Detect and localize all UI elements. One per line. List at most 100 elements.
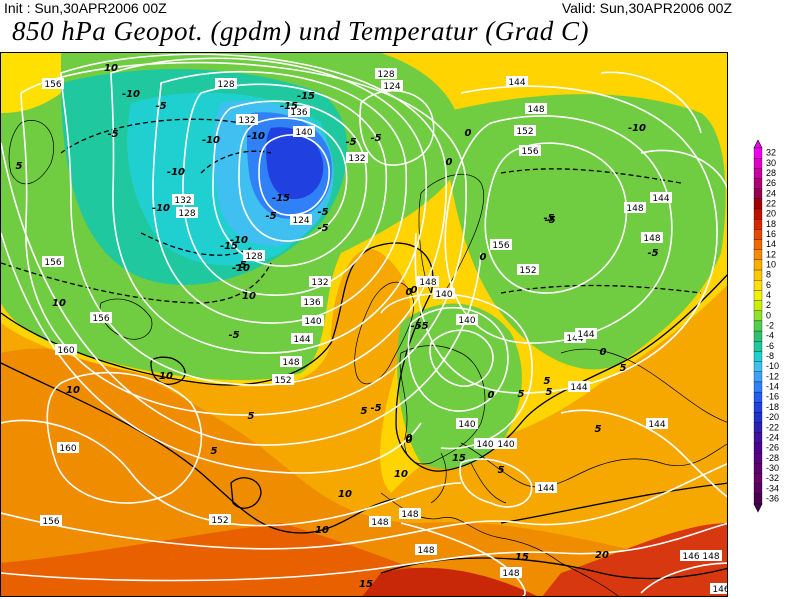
colorbar-label: -18 (766, 402, 779, 412)
height-label: 140 (435, 290, 452, 300)
height-label: 160 (57, 346, 74, 356)
height-label: 156 (42, 517, 59, 527)
colorbar-label: 32 (766, 148, 776, 158)
temperature-label: -10 (232, 263, 250, 274)
height-label: 148 (527, 105, 544, 115)
colorbar-label: -28 (766, 453, 779, 463)
temperature-label: 5 (518, 389, 525, 400)
colorbar-label: 2 (766, 300, 771, 310)
height-label-bg (57, 442, 79, 453)
height-label-bg (519, 145, 541, 156)
height-label-bg (506, 76, 528, 87)
colorbar-swatch (753, 463, 763, 474)
height-label: 144 (652, 194, 669, 204)
height-label-bg (646, 418, 668, 429)
colorbar-swatch (753, 249, 763, 261)
height-label-bg (500, 567, 522, 578)
temperature-label: 0 (411, 285, 418, 296)
colorbar-label: 24 (766, 188, 776, 198)
colorbar-swatch (753, 432, 763, 444)
temperature-label: -5 (543, 213, 554, 224)
height-label-bg (369, 516, 391, 527)
colorbar-label: 26 (766, 178, 776, 188)
temperature-label: 0 (480, 252, 487, 263)
height-label: 156 (492, 241, 509, 251)
temperature-label: -10 (152, 203, 170, 214)
temperature-label: -10 (122, 89, 140, 100)
height-label: 148 (643, 234, 660, 244)
height-label: 148 (626, 204, 643, 214)
colorbar-label: -20 (766, 412, 779, 422)
colorbar-swatch (753, 442, 763, 454)
temperature-label: 0 (465, 128, 472, 139)
height-label-bg (290, 214, 312, 225)
height-label-bg (301, 296, 323, 307)
height-label-bg (90, 312, 112, 323)
colorbar-label: -2 (766, 321, 774, 331)
colorbar-swatch (753, 280, 763, 291)
height-label: 140 (476, 440, 493, 450)
temperature-label: 10 (338, 489, 352, 500)
colorbar-swatch (753, 361, 763, 372)
colorbar-swatch (753, 422, 763, 433)
height-label-bg (490, 239, 512, 250)
geopotential-contours (1, 53, 727, 596)
temperature-label: -10 (167, 167, 185, 178)
colorbar-swatch (753, 198, 763, 210)
colorbar-label: -10 (766, 361, 779, 371)
height-label-bg (280, 356, 302, 367)
colorbar-label: 4 (766, 290, 771, 300)
height-label-bg (517, 264, 539, 275)
height-label: 140 (295, 128, 312, 138)
height-label-bg (495, 438, 517, 449)
height-label: 144 (508, 78, 525, 88)
height-label: 144 (570, 383, 587, 393)
colorbar-swatch (753, 158, 763, 169)
height-label: 152 (516, 127, 533, 137)
temperature-label: -5 (317, 223, 328, 234)
height-label-bg (456, 314, 478, 325)
height-label: 144 (577, 330, 594, 340)
height-label-bg (535, 482, 557, 493)
height-label: 132 (238, 116, 255, 126)
colorbar-swatch (753, 290, 763, 301)
height-label: 148 (401, 510, 418, 520)
height-label-bg (42, 78, 64, 89)
height-label-bg (415, 544, 437, 555)
colorbar-swatch (753, 473, 763, 484)
colorbar-label: 6 (766, 280, 771, 290)
height-label-bg (291, 333, 313, 344)
colorbar: 32 30 28 26 24 22 20 18 16 14 12 10 8 6 4 2 0 -2 -4 -6 -8 -10… (752, 139, 790, 513)
height-label-bg (272, 374, 294, 385)
height-label: 144 (293, 335, 310, 345)
colorbar-swatch (753, 208, 763, 220)
valid-time: Valid: Sun,30APR2006 00Z (561, 0, 732, 16)
colorbar-label: 0 (766, 310, 771, 320)
chart-title: 850 hPa Geopot. (gpdm) und Temperatur (G… (12, 16, 589, 46)
height-label-bg (650, 192, 672, 203)
height-label-bg (381, 80, 403, 91)
colorbar-swatch (753, 381, 763, 393)
colorbar-swatch (753, 239, 763, 250)
height-label: 132 (311, 278, 328, 288)
temperature-label: 5 (16, 161, 23, 172)
temperature-label: 10 (394, 469, 408, 480)
height-label: 140 (497, 440, 514, 450)
temperature-label: -5 (544, 215, 555, 226)
height-label-bg (710, 583, 727, 594)
height-label-bg (514, 125, 536, 136)
height-label: 148 (502, 569, 519, 579)
temperature-label: 10 (315, 525, 329, 536)
temperature-label: 5 (498, 465, 505, 476)
height-label: 152 (211, 516, 228, 526)
colorbar-label: 22 (766, 198, 776, 208)
temperature-label: 0 (600, 347, 607, 358)
height-label-bg (209, 514, 231, 525)
colorbar-label: 10 (766, 260, 776, 270)
colorbar-label: -4 (766, 331, 774, 341)
height-label: 128 (245, 252, 262, 262)
colorbar-label: -6 (766, 341, 774, 351)
temperature-label: -15 (272, 193, 290, 204)
height-label-bg (176, 207, 198, 218)
height-label: 128 (217, 80, 234, 90)
